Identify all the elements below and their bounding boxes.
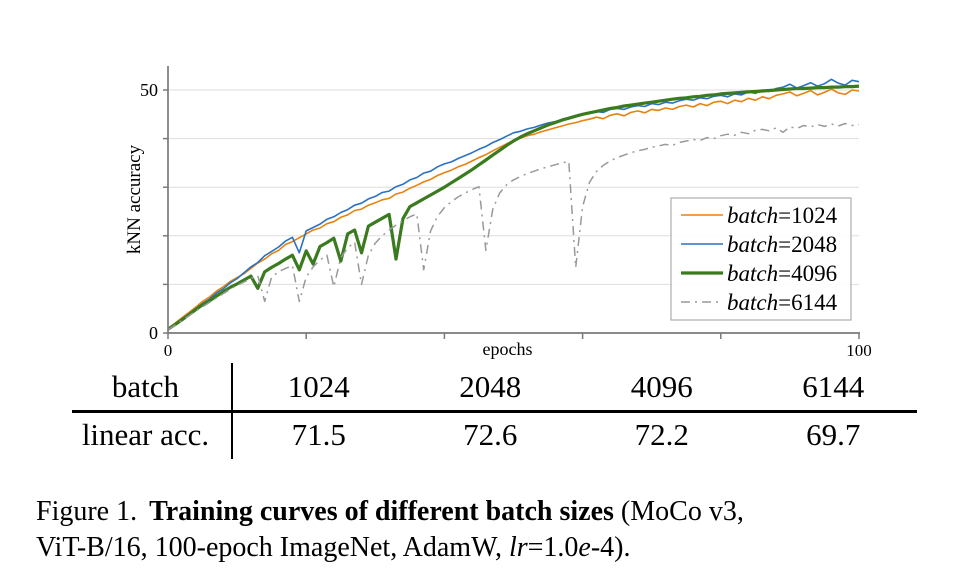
caption-figure-label: Figure 1. bbox=[36, 496, 138, 527]
svg-text:0: 0 bbox=[164, 341, 173, 360]
caption-line2: ViT-B/16, 100-epoch ImageNet, AdamW, bbox=[36, 532, 509, 563]
svg-text:batch=4096: batch=4096 bbox=[727, 261, 837, 286]
caption-lr: lr bbox=[508, 532, 528, 563]
table-cell-value: 69.7 bbox=[806, 417, 861, 452]
training-curves-chart: 0 50 0 100 epochs kNN accuracy batch=1024 batch… bbox=[124, 66, 872, 360]
table-row-label: linear acc. bbox=[60, 411, 233, 459]
caption-tail: -4). bbox=[590, 532, 631, 563]
results-table: batch 1024 2048 4096 6144 linear acc. 71… bbox=[60, 363, 920, 459]
svg-text:batch=6144: batch=6144 bbox=[727, 290, 838, 315]
svg-text:kNN accuracy: kNN accuracy bbox=[124, 144, 145, 254]
table-header-value: 1024 bbox=[287, 369, 350, 404]
svg-text:batch=1024: batch=1024 bbox=[727, 203, 838, 228]
svg-text:100: 100 bbox=[846, 341, 872, 360]
svg-text:epochs: epochs bbox=[483, 339, 533, 359]
caption-eq: =1.0 bbox=[527, 532, 579, 563]
table-divider-rule bbox=[72, 410, 917, 413]
figure-caption: Figure 1. Training curves of different ba… bbox=[36, 494, 951, 566]
table-header-value: 6144 bbox=[802, 369, 865, 404]
svg-text:batch=2048: batch=2048 bbox=[727, 232, 837, 257]
table-cell-value: 72.6 bbox=[463, 417, 518, 452]
table-cell-value: 72.2 bbox=[634, 417, 689, 452]
svg-text:0: 0 bbox=[149, 323, 158, 343]
table-header-label: batch bbox=[60, 363, 233, 411]
caption-bold-title: Training curves of different batch sizes bbox=[149, 496, 614, 527]
svg-text:50: 50 bbox=[140, 80, 158, 100]
table-cell-value: 71.5 bbox=[291, 417, 346, 452]
table-header-value: 4096 bbox=[630, 369, 693, 404]
caption-rest: (MoCo v3, bbox=[613, 496, 744, 527]
table-header-value: 2048 bbox=[459, 369, 522, 404]
caption-e: e bbox=[578, 532, 591, 563]
